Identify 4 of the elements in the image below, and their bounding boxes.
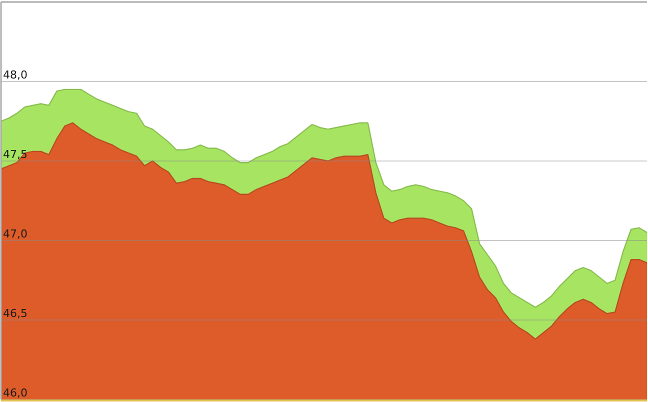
y-tick-label: 48,0 — [3, 68, 28, 82]
y-tick-label: 47,0 — [3, 228, 28, 240]
y-tick-label: 46,0 — [3, 386, 28, 400]
y-tick-label: 46,5 — [3, 307, 28, 320]
